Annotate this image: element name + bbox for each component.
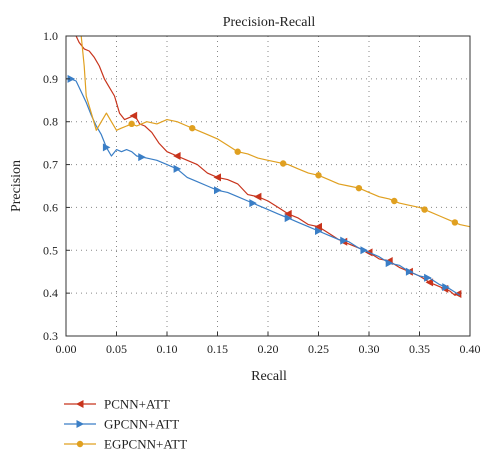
- series-point: [385, 259, 394, 268]
- y-tick-label: 0.6: [43, 200, 58, 214]
- series-point: [67, 74, 76, 83]
- legend: PCNN+ATT GPCNN+ATT EGPCNN+ATT: [64, 397, 187, 452]
- y-tick-label: 0.3: [43, 329, 58, 343]
- legend-item: PCNN+ATT: [64, 397, 170, 412]
- y-tick-label: 0.8: [43, 115, 58, 129]
- series-point: [129, 111, 138, 120]
- x-tick-label: 0.20: [258, 342, 279, 356]
- legend-label: EGPCNN+ATT: [104, 437, 187, 452]
- x-tick-label: 0.15: [207, 342, 228, 356]
- legend-label: PCNN+ATT: [104, 397, 170, 412]
- series-point: [425, 278, 434, 287]
- series-egpcnn-att: [80, 36, 470, 228]
- series-point: [405, 267, 414, 276]
- series-point: [173, 152, 181, 160]
- x-axis: 0.00 0.05 0.10 0.15 0.20 0.25 0.30 0.35 0.40: [56, 332, 481, 356]
- y-tick-label: 1.0: [43, 29, 58, 43]
- series-point: [279, 160, 287, 167]
- y-tick-label: 0.5: [43, 243, 58, 257]
- x-tick-label: 0.40: [460, 342, 481, 356]
- series-point: [315, 227, 323, 235]
- series-point: [214, 186, 222, 195]
- y-tick-label: 0.4: [43, 286, 58, 300]
- series-point: [424, 273, 432, 282]
- legend-marker: [76, 400, 84, 408]
- series-point: [138, 153, 146, 162]
- legend-label: GPCNN+ATT: [104, 417, 179, 432]
- series-point: [421, 206, 428, 213]
- series-point: [173, 164, 182, 173]
- chart-title: Precision-Recall: [223, 15, 316, 30]
- series-point: [314, 222, 322, 231]
- series-point: [213, 173, 221, 182]
- y-tick-label: 0.7: [43, 158, 58, 172]
- y-axis-title: Precision: [9, 160, 24, 212]
- series-point: [355, 184, 363, 192]
- series-point: [315, 172, 322, 179]
- legend-marker: [76, 440, 84, 448]
- x-tick-label: 0.35: [409, 342, 430, 356]
- series-point: [284, 209, 292, 218]
- series-point: [451, 219, 459, 226]
- legend-marker: [76, 420, 84, 428]
- x-tick-label: 0.00: [56, 342, 77, 356]
- y-tick-label: 0.9: [43, 72, 58, 86]
- series-point: [234, 148, 241, 155]
- series-layer: [66, 36, 470, 298]
- x-tick-label: 0.10: [157, 342, 178, 356]
- x-tick-label: 0.05: [106, 342, 127, 356]
- legend-item: GPCNN+ATT: [64, 417, 179, 432]
- series-point: [360, 246, 368, 255]
- grid-lines: [66, 36, 470, 336]
- series-point: [340, 236, 348, 245]
- x-tick-label: 0.30: [359, 342, 380, 356]
- series-point: [189, 124, 196, 132]
- series-line: [66, 78, 461, 296]
- series-gpcnn-att: [66, 74, 461, 296]
- x-tick-label: 0.25: [308, 342, 329, 356]
- legend-item: EGPCNN+ATT: [64, 437, 187, 452]
- series-point: [391, 197, 398, 205]
- series-point: [249, 199, 257, 208]
- series-point: [253, 192, 262, 201]
- series-point: [442, 283, 450, 292]
- series-point: [284, 214, 293, 223]
- series-point: [102, 143, 111, 152]
- x-axis-title: Recall: [251, 369, 287, 384]
- series-line: [80, 36, 470, 228]
- series-point: [128, 120, 135, 128]
- series-pcnn-att: [75, 36, 462, 298]
- y-axis: 0.3 0.4 0.5 0.6 0.7 0.8 0.9 1.0: [43, 29, 70, 343]
